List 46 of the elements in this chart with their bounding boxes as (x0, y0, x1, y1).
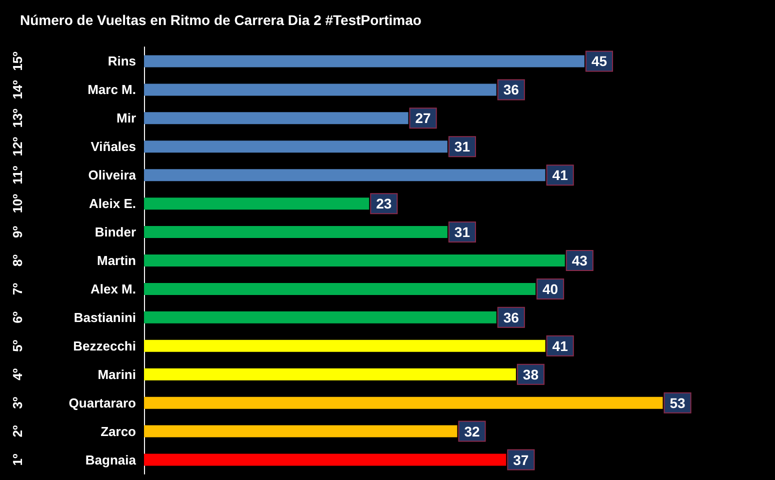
data-label: 41 (552, 338, 568, 354)
chart-title: Número de Vueltas en Ritmo de Carrera Dia 2 #TestPortimao (20, 12, 422, 28)
data-label: 27 (415, 110, 432, 126)
text: 6º (10, 311, 25, 324)
data-label: 38 (522, 366, 539, 382)
text: 4º (10, 368, 25, 380)
y-tick-label: Zarco (100, 424, 136, 439)
y-tick-label: Oliveira (88, 168, 137, 183)
text: 7º (10, 282, 25, 295)
text: 2º (10, 425, 25, 438)
data-label: 32 (464, 423, 480, 440)
y-tick-label: Marini (98, 366, 136, 382)
y-tick-label: Bagnaia (85, 452, 137, 468)
data-label: 23 (376, 196, 392, 212)
y-tick-label: Alex M. (90, 281, 136, 296)
text: 10º (10, 194, 25, 214)
y-tick-label: Quartararo (68, 395, 136, 410)
text: 12º (10, 136, 25, 156)
y-tick-label: Mir (116, 110, 136, 126)
text: 15º (10, 51, 25, 71)
data-label: 31 (454, 138, 470, 155)
text: 11º (10, 166, 25, 184)
data-label: 40 (542, 280, 558, 297)
text: 8º (10, 254, 25, 266)
text: 9º (10, 226, 25, 238)
text: 1º (10, 454, 25, 466)
y-tick-label: Martin (97, 253, 136, 268)
data-label: 36 (503, 82, 520, 98)
y-tick-label: Aleix E. (89, 196, 136, 212)
data-label: 31 (454, 224, 470, 240)
text: 14º (10, 80, 25, 100)
y-tick-label: Rins (108, 54, 136, 69)
y-tick-label: Bastianini (74, 310, 136, 325)
text: 13º (10, 108, 25, 128)
y-tick-label: Viñales (90, 139, 136, 154)
data-label: 43 (572, 252, 588, 268)
data-label: 45 (591, 53, 608, 70)
y-tick-label: Marc M. (88, 82, 136, 98)
text: 3º (10, 396, 25, 409)
data-label: 37 (513, 452, 529, 468)
data-label: 36 (503, 309, 520, 326)
y-tick-label: Bezzecchi (73, 338, 136, 354)
data-label: 53 (670, 394, 686, 411)
data-label: 41 (552, 167, 568, 184)
text: 5º (10, 340, 25, 352)
y-tick-label: Binder (94, 224, 136, 240)
